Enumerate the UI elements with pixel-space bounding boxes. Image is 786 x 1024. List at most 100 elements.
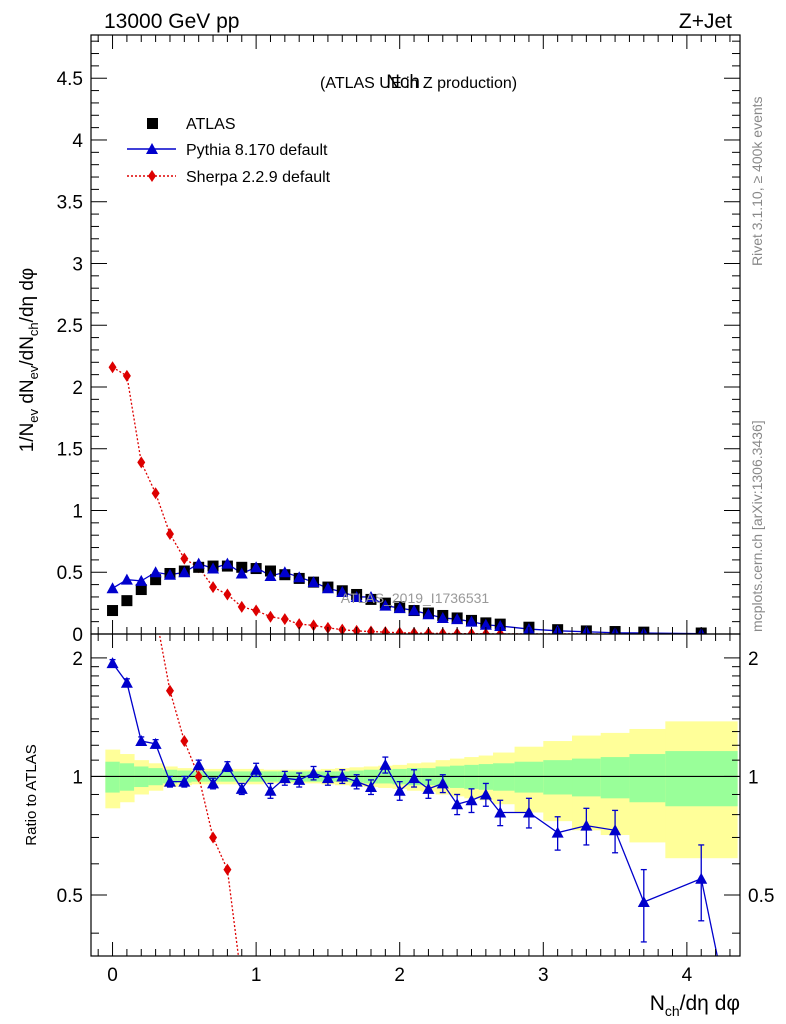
pythia-ratio-point — [408, 772, 421, 784]
pythia-point — [364, 590, 377, 602]
main-y-tick-label: 0 — [72, 625, 83, 646]
pythia-ratio-point — [178, 775, 191, 787]
sherpa-ratio-point — [180, 735, 189, 748]
ratio-uncertainty-bands — [91, 721, 740, 859]
pythia-point — [221, 557, 234, 569]
pythia-point — [350, 590, 363, 602]
pythia-point — [278, 566, 291, 578]
pythia-point — [293, 571, 306, 583]
pythia-point — [192, 557, 205, 569]
ratio-stat-band — [543, 760, 573, 795]
sherpa-point — [209, 581, 218, 594]
pythia-point — [479, 618, 492, 630]
pythia-point — [264, 569, 277, 581]
pythia-point — [307, 576, 320, 588]
atlas-point — [236, 561, 248, 573]
legend-sherpa-label: Sherpa 2.2.9 default — [186, 169, 331, 186]
pythia-point — [408, 604, 421, 616]
main-y-tick-label: 3 — [72, 254, 83, 275]
pythia-ratio-point — [551, 826, 564, 838]
x-tick-label: 4 — [682, 965, 693, 986]
ratio-frame — [90, 633, 741, 957]
pythia-ratio-point — [422, 782, 435, 794]
pythia-ratio-point — [637, 895, 650, 907]
ratio-stat-band — [572, 758, 602, 797]
atlas-point — [150, 574, 162, 586]
sherpa-point — [280, 613, 289, 626]
ratio-y-axis-label: Ratio to ATLAS — [23, 744, 40, 845]
sherpa-ratio-point — [165, 684, 174, 697]
atlas-point — [135, 584, 147, 596]
pythia-ratio-point — [350, 775, 363, 787]
pythia-ratio-point — [135, 735, 148, 747]
pythia-ratio-point — [379, 758, 392, 770]
watermark-label: ATLAS_2019_I1736531 — [341, 590, 490, 606]
pythia-ratio-point — [436, 777, 449, 789]
main-y-tick-label: 2.5 — [57, 316, 83, 337]
pythia-ratio-point — [192, 758, 205, 770]
pythia-point — [393, 602, 406, 614]
pythia-ratio-point — [149, 737, 162, 749]
sherpa-ratio-point — [223, 863, 232, 876]
ratio-panel: 0.5 0.5 1 1 2 2 0 1 2 3 4 Ratio to ATLAS Nch/dη dφ — [23, 633, 774, 1019]
header-process-label: Z+Jet — [679, 10, 732, 33]
pythia-point — [250, 561, 263, 573]
ratio-stat-band — [629, 754, 666, 803]
sherpa-point — [137, 456, 146, 469]
pythia-point — [451, 613, 464, 625]
ratio-y-tick-label: 1 — [72, 767, 83, 788]
pythia-ratio-point — [393, 784, 406, 796]
ratio-y-tick-label-right: 2 — [748, 649, 759, 670]
pythia-point — [336, 586, 349, 598]
pythia-ratio-point — [207, 777, 220, 789]
x-axis-label: Nch/dη dφ — [650, 992, 740, 1019]
legend: ATLAS Pythia 8.170 default Sherpa 2.2.9 … — [127, 116, 331, 186]
pythia-point — [321, 582, 334, 594]
main-y-tick-label: 4.5 — [57, 69, 83, 90]
sherpa-ratio-point — [194, 770, 203, 783]
side-mcplots-label: mcplots.cern.ch [arXiv:1306.3436] — [749, 420, 765, 632]
ratio-y-tick-label: 2 — [72, 649, 83, 670]
pythia-ratio-point — [364, 781, 377, 793]
pythia-ratio-point — [106, 657, 119, 669]
main-y-tick-label: 0.5 — [57, 563, 83, 584]
sherpa-point — [151, 487, 160, 500]
main-axes: 0 0.5 1 1.5 2 2.5 3 3.5 4 4.5 — [57, 34, 741, 646]
sherpa-line — [112, 366, 702, 634]
pythia-ratio-point — [221, 760, 234, 772]
atlas-point — [107, 605, 119, 617]
sherpa-point — [122, 369, 131, 382]
sherpa-point — [237, 600, 246, 613]
pythia-ratio-point — [609, 824, 622, 836]
main-y-tick-label: 3.5 — [57, 193, 83, 214]
sherpa-point — [223, 588, 232, 601]
pythia-ratio-point — [494, 806, 507, 818]
pythia-point — [207, 562, 220, 574]
x-tick-label: 0 — [107, 965, 118, 986]
pythia-ratio-point — [163, 775, 176, 787]
pythia-ratio-point — [293, 773, 306, 785]
pythia-point — [178, 566, 191, 578]
main-panel: 0 0.5 1 1.5 2 2.5 3 3.5 4 4.5 Nch (ATLAS UE in Z … — [17, 34, 741, 646]
sherpa-ratio-line — [158, 634, 240, 956]
pythia-point — [422, 608, 435, 620]
x-tick-label: 3 — [538, 965, 549, 986]
pythia-ratio-point — [235, 782, 248, 794]
pythia-point — [379, 599, 392, 611]
ratio-plot-marks — [106, 634, 718, 956]
pythia-ratio-point — [522, 806, 535, 818]
sherpa-point — [180, 552, 189, 565]
ratio-y-tick-label-right: 0.5 — [748, 886, 774, 907]
main-y-tick-label: 1.5 — [57, 440, 83, 461]
ratio-stat-band — [514, 761, 544, 793]
atlas-point — [121, 595, 133, 607]
pythia-point — [120, 573, 133, 585]
sherpa-point — [266, 610, 275, 623]
pythia-point — [149, 566, 162, 578]
pythia-point — [235, 567, 248, 579]
ratio-stat-band — [665, 751, 738, 807]
pythia-point — [163, 568, 176, 580]
pythia-ratio-point — [580, 819, 593, 831]
pythia-ratio-point — [120, 676, 133, 688]
